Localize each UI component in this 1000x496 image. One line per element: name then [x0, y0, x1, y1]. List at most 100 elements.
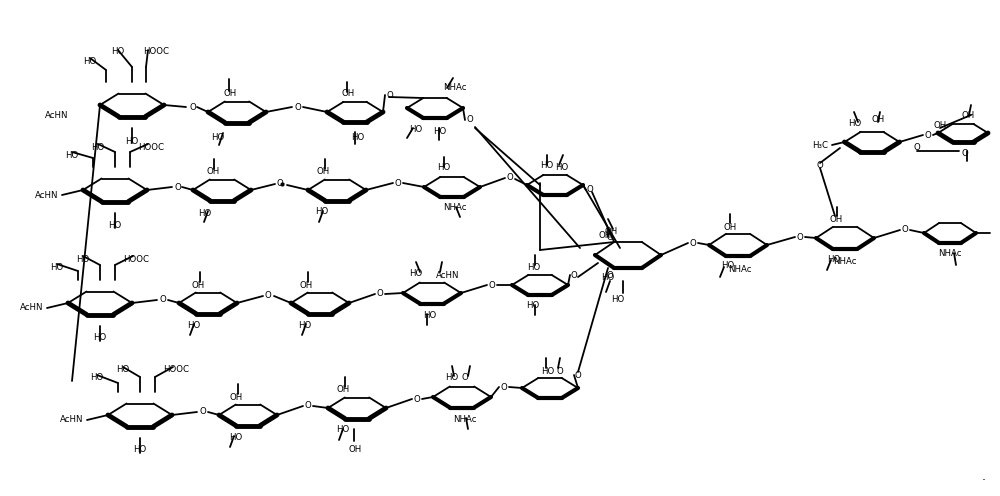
Text: O: O	[200, 408, 206, 417]
Text: O: O	[925, 130, 931, 139]
Text: HO: HO	[198, 208, 212, 218]
Text: O: O	[571, 270, 577, 280]
Text: HO: HO	[116, 366, 130, 374]
Text: HO: HO	[90, 373, 104, 382]
Text: HO: HO	[409, 269, 423, 278]
Text: O: O	[414, 394, 420, 404]
Text: O: O	[190, 103, 196, 112]
Text: O: O	[607, 270, 613, 280]
Text: NHAc: NHAc	[728, 265, 752, 274]
Text: HO: HO	[351, 132, 365, 141]
Text: HO: HO	[187, 320, 201, 329]
Text: O: O	[277, 180, 283, 188]
Text: OH: OH	[961, 112, 975, 121]
Text: O: O	[160, 296, 166, 305]
Text: HO: HO	[540, 162, 554, 171]
Text: HO: HO	[433, 127, 447, 136]
Text: O: O	[395, 179, 401, 187]
Text: HO: HO	[445, 373, 459, 382]
Text: HO: HO	[611, 296, 625, 305]
Text: AcHN: AcHN	[44, 111, 68, 120]
Text: HO: HO	[315, 207, 329, 216]
Text: O: O	[387, 90, 393, 100]
Text: O: O	[507, 174, 513, 183]
Text: O: O	[467, 116, 473, 124]
Text: .: .	[982, 471, 986, 484]
Text: HO: HO	[50, 262, 64, 271]
Text: O: O	[962, 148, 968, 158]
Text: HO: HO	[336, 426, 350, 434]
Text: HO: HO	[526, 302, 540, 310]
Text: ·: ·	[282, 179, 286, 189]
Text: O: O	[489, 281, 495, 290]
Text: HO: HO	[527, 262, 541, 271]
Text: OH: OH	[829, 215, 843, 225]
Text: HOOC: HOOC	[123, 254, 149, 263]
Text: O: O	[295, 103, 301, 112]
Text: OH: OH	[223, 88, 237, 98]
Text: NHAc: NHAc	[443, 202, 467, 211]
Text: O: O	[462, 373, 468, 382]
Text: HO: HO	[423, 310, 437, 319]
Text: OH: OH	[336, 385, 350, 394]
Text: HO: HO	[91, 142, 105, 151]
Text: HO: HO	[601, 273, 615, 283]
Text: OH: OH	[598, 231, 612, 240]
Text: OH: OH	[605, 228, 618, 237]
Text: HO: HO	[437, 164, 451, 173]
Text: OH: OH	[933, 121, 947, 129]
Text: O: O	[914, 143, 920, 152]
Text: NHAc: NHAc	[443, 83, 467, 92]
Text: O: O	[902, 226, 908, 235]
Text: H₃C: H₃C	[812, 140, 828, 149]
Text: O: O	[175, 183, 181, 191]
Text: HO: HO	[848, 119, 862, 127]
Text: HO: HO	[93, 333, 107, 343]
Text: O: O	[587, 186, 593, 194]
Text: HO: HO	[108, 221, 122, 230]
Text: O: O	[305, 401, 311, 411]
Text: OH: OH	[299, 281, 313, 290]
Text: OH: OH	[229, 392, 243, 401]
Text: HO: HO	[555, 164, 569, 173]
Text: HOOC: HOOC	[143, 48, 169, 57]
Text: HO: HO	[541, 368, 555, 376]
Text: O: O	[557, 368, 563, 376]
Text: HO: HO	[65, 150, 79, 160]
Text: O: O	[377, 290, 383, 299]
Text: OH: OH	[723, 223, 737, 232]
Text: HO: HO	[125, 137, 139, 146]
Text: OH: OH	[341, 88, 355, 98]
Text: O: O	[265, 292, 271, 301]
Text: NHAc: NHAc	[938, 248, 962, 257]
Text: HO: HO	[211, 132, 225, 141]
Text: O: O	[797, 233, 803, 242]
Text: HO: HO	[111, 48, 125, 57]
Text: O: O	[690, 239, 696, 248]
Text: AcHN: AcHN	[20, 304, 43, 312]
Text: HO: HO	[83, 58, 97, 66]
Text: OH: OH	[348, 445, 362, 454]
Text: OH: OH	[871, 116, 885, 124]
Text: HO: HO	[827, 254, 841, 263]
Text: O: O	[817, 161, 823, 170]
Text: OH: OH	[206, 168, 220, 177]
Text: OH: OH	[191, 281, 205, 290]
Text: AcHN: AcHN	[60, 416, 83, 425]
Text: O: O	[607, 233, 613, 242]
Text: HOOC: HOOC	[163, 366, 189, 374]
Text: HO: HO	[133, 445, 147, 454]
Text: O: O	[575, 371, 581, 379]
Text: HOOC: HOOC	[138, 142, 164, 151]
Text: AcHN: AcHN	[34, 190, 58, 199]
Text: HO: HO	[76, 254, 90, 263]
Text: HO: HO	[721, 261, 735, 270]
Text: HO: HO	[229, 433, 243, 441]
Text: HO: HO	[298, 320, 312, 329]
Text: NHAc: NHAc	[453, 415, 477, 424]
Text: HO: HO	[409, 125, 423, 134]
Text: NHAc: NHAc	[833, 257, 857, 266]
Text: OH: OH	[316, 168, 330, 177]
Text: AcHN: AcHN	[436, 270, 460, 280]
Text: O: O	[501, 382, 507, 391]
